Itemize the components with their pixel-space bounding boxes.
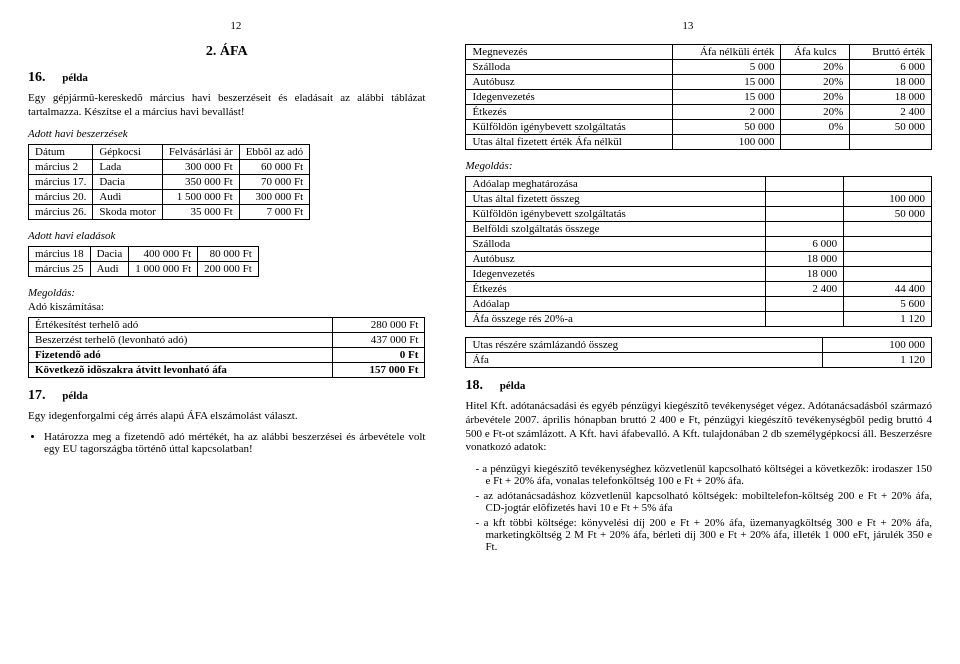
two-column-layout: 2. ÁFA 16. példa Egy gépjármû-kereskedõ … — [28, 40, 932, 559]
table-row: március 25 Audi 1 000 000 Ft 200 000 Ft — [29, 261, 259, 276]
table-row: március 17. Dacia 350 000 Ft 70 000 Ft — [29, 174, 310, 189]
ex17-bullets: Határozza meg a fizetendõ adó mértékét, … — [44, 431, 425, 455]
example-18-heading: 18. példa — [465, 378, 932, 394]
page-numbers: 12 13 — [28, 20, 932, 32]
list-item: a kft többi költsége: könyvelési díj 200… — [475, 517, 932, 553]
example-18-num: 18. — [465, 378, 483, 393]
example-17-label: példa — [62, 390, 88, 402]
ex18-dash-list: a pénzügyi kiegészítõ tevékenységhez köz… — [475, 463, 932, 553]
ex16-intro: Egy gépjármû-kereskedõ március havi besz… — [28, 92, 425, 120]
table-row: Idegenvezetés 18 000 — [466, 267, 932, 282]
table-row: Utas által fizetett összeg 100 000 — [466, 192, 932, 207]
col-felvasarlasi: Felvásárlási ár — [162, 144, 239, 159]
right-column: Megnevezés Áfa nélküli érték Áfa kulcs B… — [465, 40, 932, 559]
megoldas-label-2: Megoldás: — [465, 160, 932, 172]
utas-szamlaz-table: Utas részére számlázandó összeg 100 000 … — [465, 337, 932, 368]
col-datum: Dátum — [29, 144, 93, 159]
ex18-p1: Hitel Kft. adótanácsadási és egyéb pénzü… — [465, 400, 932, 455]
table-header-row: Megnevezés Áfa nélküli érték Áfa kulcs B… — [466, 45, 932, 60]
table-row: Szálloda 6 000 — [466, 237, 932, 252]
list-item: a pénzügyi kiegészítõ tevékenységhez köz… — [475, 463, 932, 487]
table-row: Idegenvezetés 15 000 20% 18 000 — [466, 90, 932, 105]
table-row: Fizetendõ adó 0 Ft — [29, 347, 425, 362]
table-row: Beszerzést terhelõ (levonható adó) 437 0… — [29, 332, 425, 347]
table-row: Külföldön igénybevett szolgáltatás 50 00… — [466, 207, 932, 222]
adoalap-table: Adóalap meghatározása Utas által fizetet… — [465, 176, 932, 327]
list-item: Határozza meg a fizetendõ adó mértékét, … — [44, 431, 425, 455]
eladasok-table: március 18 Dacia 400 000 Ft 80 000 Ft má… — [28, 246, 259, 277]
table-row: március 2 Lada 300 000 Ft 60 000 Ft — [29, 159, 310, 174]
table-row: Autóbusz 18 000 — [466, 252, 932, 267]
table-row: Külföldön igénybevett szolgáltatás 50 00… — [466, 120, 932, 135]
col-ebbol-ado: Ebbõl az adó — [239, 144, 309, 159]
table-row: Értékesítést terhelõ adó 280 000 Ft — [29, 317, 425, 332]
table-header-row: Dátum Gépkocsi Felvásárlási ár Ebbõl az … — [29, 144, 310, 159]
beszerzesek-title: Adott havi beszerzések — [28, 128, 425, 140]
table-row: Étkezés 2 000 20% 2 400 — [466, 105, 932, 120]
page-num-right: 13 — [444, 20, 932, 32]
table-row: Adóalap 5 600 — [466, 297, 932, 312]
eladasok-title: Adott havi eladások — [28, 230, 425, 242]
example-17-heading: 17. példa — [28, 388, 425, 404]
megoldas-label-1: Megoldás: — [28, 287, 425, 299]
table-row: Autóbusz 15 000 20% 18 000 — [466, 75, 932, 90]
table-row: március 18 Dacia 400 000 Ft 80 000 Ft — [29, 246, 259, 261]
example-16-label: példa — [62, 72, 88, 84]
table-row: Utas részére számlázandó összeg 100 000 — [466, 338, 932, 353]
col-gepkocsi: Gépkocsi — [93, 144, 163, 159]
left-column: 2. ÁFA 16. példa Egy gépjármû-kereskedõ … — [28, 40, 425, 559]
ex17-intro: Egy idegenforgalmi cég árrés alapú ÁFA e… — [28, 410, 425, 424]
example-16-num: 16. — [28, 70, 46, 85]
table-row: március 20. Audi 1 500 000 Ft 300 000 Ft — [29, 189, 310, 204]
table-row: Szálloda 5 000 20% 6 000 — [466, 60, 932, 75]
page-num-left: 12 — [28, 20, 444, 32]
example-17-num: 17. — [28, 388, 46, 403]
table-row: Adóalap meghatározása — [466, 177, 932, 192]
beszerzesek-table: Dátum Gépkocsi Felvásárlási ár Ebbõl az … — [28, 144, 310, 220]
table-row: Utas által fizetett érték Áfa nélkül 100… — [466, 135, 932, 150]
ado-kiszamitasa-title: Adó kiszámítása: — [28, 301, 425, 313]
table-row: Következõ idõszakra átvitt levonható áfa… — [29, 362, 425, 377]
example-16-heading: 16. példa — [28, 70, 425, 86]
section-title-afa: 2. ÁFA — [28, 44, 425, 60]
example-18-label: példa — [500, 380, 526, 392]
table-row: március 26. Skoda motor 35 000 Ft 7 000 … — [29, 204, 310, 219]
table-row: Áfa 1 120 — [466, 353, 932, 368]
ado-kiszamitasa-table: Értékesítést terhelõ adó 280 000 Ft Besz… — [28, 317, 425, 378]
table-row: Belföldi szolgáltatás összege — [466, 222, 932, 237]
table-row: Étkezés 2 400 44 400 — [466, 282, 932, 297]
table-row: Áfa összege rés 20%-a 1 120 — [466, 312, 932, 327]
list-item: az adótanácsadáshoz közvetlenül kapcsolh… — [475, 490, 932, 514]
megnevezes-table: Megnevezés Áfa nélküli érték Áfa kulcs B… — [465, 44, 932, 150]
